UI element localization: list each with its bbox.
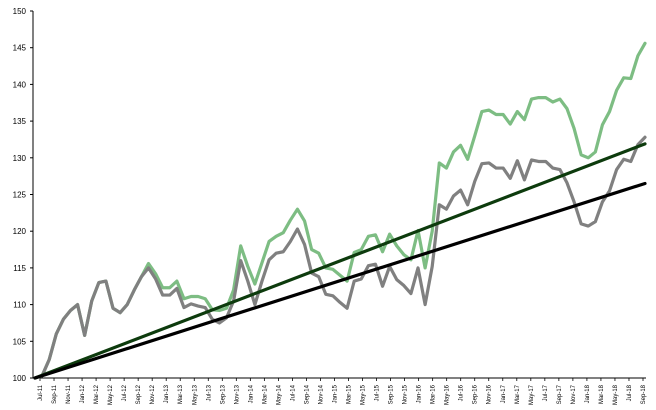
y-tick-label: 130: [13, 154, 27, 163]
y-tick-label: 120: [13, 227, 27, 236]
x-tick-label: Nov-14: [318, 384, 324, 404]
y-tick-label: 140: [13, 80, 27, 89]
y-tick-label: 125: [13, 191, 27, 200]
x-tick-label: Sep-14: [304, 384, 310, 404]
x-tick-label: Sep-12: [136, 384, 142, 404]
x-tick-label: Jul-13: [206, 384, 212, 401]
series-line-2: [33, 135, 647, 380]
y-tick-label: 135: [13, 117, 27, 126]
x-tick-label: Nov-13: [234, 384, 240, 404]
y-tick-label: 100: [13, 374, 27, 383]
x-tick-label: Mar-12: [94, 384, 100, 404]
y-tick-label: 105: [13, 337, 27, 346]
series-line-4: [33, 181, 647, 380]
x-tick-label: Jul-18: [627, 384, 633, 401]
x-tick-label: Jan-18: [585, 384, 591, 403]
x-tick-label: Sep-18: [641, 384, 647, 404]
x-tick-label: Mar-18: [599, 384, 605, 404]
x-axis: Jul-11 Sep-11 Nov-11 Jan-12 Mar-12 May-12 Jul-…: [33, 377, 647, 405]
x-tick-label: May-18: [613, 384, 619, 405]
x-tick-label: Mar-16: [431, 384, 437, 404]
y-tick-label: 115: [13, 264, 26, 273]
x-tick-label: May-16: [445, 384, 451, 405]
y-axis: 100 105 110 115 120 125 130 135 140 145 150: [13, 7, 34, 383]
series-lines: [33, 41, 647, 380]
x-tick-label: May-13: [192, 384, 198, 405]
x-tick-label: Nov-11: [66, 384, 72, 404]
y-tick-label: 110: [13, 301, 26, 310]
x-tick-label: Sep-16: [473, 384, 479, 404]
x-tick-label: Sep-17: [557, 384, 563, 404]
series-line-3: [33, 142, 647, 380]
x-tick-label: Nov-12: [150, 384, 156, 404]
x-tick-label: Jul-15: [375, 384, 381, 401]
x-tick-label: May-15: [361, 384, 367, 405]
x-tick-label: Mar-17: [515, 384, 521, 404]
x-tick-label: Jan-15: [332, 384, 338, 403]
x-tick-label: Nov-16: [487, 384, 493, 404]
x-tick-label: Jan-13: [164, 384, 170, 403]
x-tick-label: Mar-13: [178, 384, 184, 404]
x-tick-label: Jul-16: [459, 384, 465, 401]
x-tick-label: Jan-12: [80, 384, 86, 403]
y-ticks: 100 105 110 115 120 125 130 135 140 145 150: [13, 7, 33, 383]
x-tick-label: May-14: [276, 384, 282, 405]
x-tick-label: Jul-11: [38, 384, 44, 401]
x-ticks: Jul-11 Sep-11 Nov-11 Jan-12 Mar-12 May-12 Jul-…: [38, 378, 647, 405]
x-tick-label: Jul-17: [543, 384, 549, 401]
x-tick-label: Jul-14: [290, 384, 296, 401]
x-tick-label: May-17: [529, 384, 535, 405]
x-tick-label: Sep-11: [52, 384, 58, 404]
x-tick-label: May-12: [108, 384, 114, 405]
y-tick-label: 150: [13, 7, 27, 16]
x-tick-label: Mar-15: [347, 384, 353, 404]
x-tick-label: Jul-12: [122, 384, 128, 401]
x-tick-label: Jan-14: [248, 384, 254, 403]
x-tick-label: Nov-17: [571, 384, 577, 404]
x-tick-label: Jan-17: [501, 384, 507, 403]
x-tick-label: Sep-15: [389, 384, 395, 404]
x-tick-label: Nov-15: [403, 384, 409, 404]
y-tick-label: 145: [13, 44, 27, 53]
x-tick-label: Mar-14: [262, 384, 268, 404]
series-line-1: [33, 41, 647, 380]
x-tick-label: Jan-16: [417, 384, 423, 403]
x-tick-label: Sep-13: [220, 384, 226, 404]
